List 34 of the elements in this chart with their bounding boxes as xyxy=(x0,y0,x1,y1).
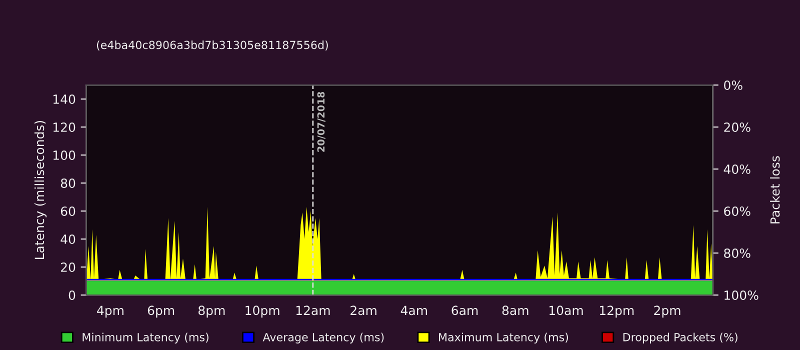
legend-label: Maximum Latency (ms) xyxy=(439,332,568,344)
y2-tick-label: 40% xyxy=(724,164,750,174)
y-tick-label: 20 xyxy=(60,262,76,272)
y2-tick-label: 80% xyxy=(724,248,750,258)
x-tick-label: 2pm xyxy=(654,306,680,318)
x-tick-label: 8pm xyxy=(198,306,225,318)
legend-label: Average Latency (ms) xyxy=(262,332,384,344)
x-tick-label: 10am xyxy=(550,306,583,316)
x-tick-label: 4am xyxy=(400,306,427,316)
chart-subtitle: (e4ba40c8906a3bd7b31305e81187556d) xyxy=(96,40,328,50)
x-tick-label: 12am xyxy=(296,306,330,316)
y2-tick-label: 0% xyxy=(724,80,742,90)
x-tick-label: 2am xyxy=(350,306,376,316)
y-tick-label: 80 xyxy=(60,178,76,188)
x-tick-label: 4pm xyxy=(97,306,124,318)
y2-tick-label: 20% xyxy=(724,122,750,132)
x-tick-label: 8am xyxy=(502,306,528,316)
y-tick-label: 0 xyxy=(68,290,76,300)
x-tick-label: 6pm xyxy=(148,306,174,318)
y-tick-label: 60 xyxy=(60,206,76,216)
y-tick-label: 40 xyxy=(60,234,76,244)
y2-tick-label: 100% xyxy=(724,290,758,300)
y2-axis-title: Packet loss xyxy=(770,156,780,224)
x-tick-label: 10pm xyxy=(246,306,280,318)
y2-tick-label: 60% xyxy=(724,206,750,216)
y-tick-label: 100 xyxy=(53,150,76,160)
y-axis-title: Latency (milliseconds) xyxy=(34,120,47,259)
legend-label: Dropped Packets (%) xyxy=(623,332,738,344)
ref-line-label: 20/07/2018 xyxy=(317,92,326,152)
legend-label: Minimum Latency (ms) xyxy=(82,332,208,344)
x-tick-label: 12pm xyxy=(600,306,634,318)
x-tick-label: 6am xyxy=(452,306,478,316)
y-tick-label: 120 xyxy=(53,122,76,132)
y-tick-label: 140 xyxy=(53,94,76,104)
